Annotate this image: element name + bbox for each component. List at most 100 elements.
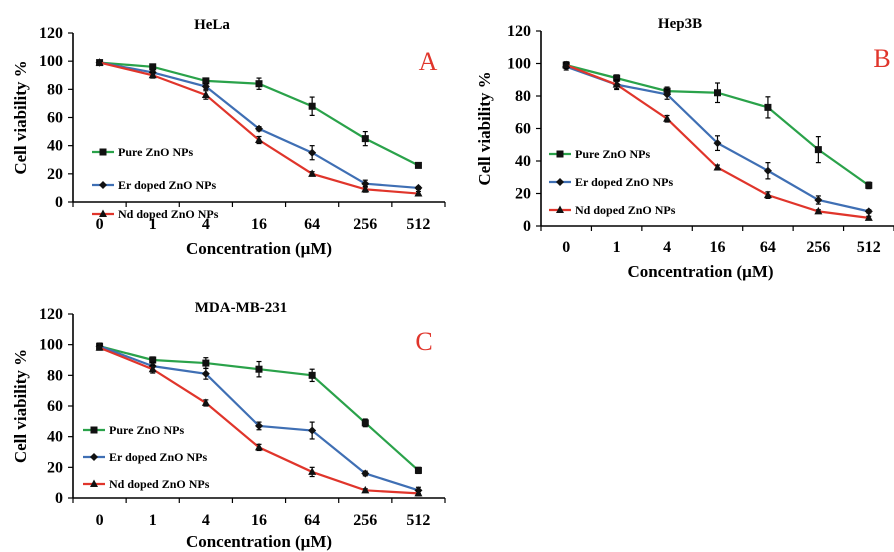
y-tick-label: 40 <box>47 429 63 446</box>
x-tick-label: 1 <box>149 512 157 529</box>
y-tick-label: 20 <box>47 459 63 476</box>
data-point <box>713 163 722 171</box>
data-point <box>255 124 263 133</box>
x-tick-label: 1 <box>613 239 621 256</box>
legend-marker <box>90 453 98 461</box>
data-point <box>361 179 370 188</box>
y-tick-label: 80 <box>515 88 531 105</box>
y-tick-label: 100 <box>507 56 531 73</box>
x-tick-label: 0 <box>96 512 104 529</box>
data-point <box>95 343 104 351</box>
legend-label: Pure ZnO NPs <box>118 145 193 159</box>
data-point <box>255 135 263 144</box>
data-point <box>814 206 823 215</box>
series-nd <box>95 343 423 497</box>
x-axis-title: Concentration (μM) <box>186 239 332 258</box>
y-tick-label: 0 <box>55 490 63 507</box>
y-axis-title: Cell viability % <box>11 349 30 463</box>
data-point <box>613 74 621 82</box>
series-pure <box>562 61 873 190</box>
data-point <box>763 166 772 175</box>
chart-panel-hep3b: 0 20 40 60 80 100 120 0 1 4 16 64 256 512 Concentratio… <box>475 16 894 281</box>
data-point <box>95 58 104 66</box>
x-tick-label: 4 <box>663 239 671 256</box>
legend-label: Pure ZnO NPs <box>109 423 184 437</box>
data-point <box>612 80 621 88</box>
data-point <box>562 60 571 69</box>
y-tick-label: 100 <box>39 53 63 70</box>
chart-title: Hep3B <box>658 16 702 32</box>
data-point <box>149 356 157 364</box>
legend: Pure ZnO NPs Er doped ZnO NPs Nd doped ZnO… <box>549 147 676 217</box>
series-pure <box>96 342 422 475</box>
data-point <box>361 469 370 478</box>
legend-label: Nd doped ZnO NPs <box>109 477 210 491</box>
x-axis-title: Concentration (μM) <box>186 532 332 551</box>
data-point <box>763 190 772 199</box>
data-point <box>414 488 423 497</box>
y-tick-label: 120 <box>39 306 63 323</box>
data-point <box>201 90 210 98</box>
data-point <box>814 146 822 154</box>
data-point <box>149 63 157 71</box>
y-tick-label: 20 <box>515 186 531 203</box>
y-tick-label: 80 <box>47 367 63 384</box>
data-point <box>764 103 772 111</box>
x-axis-title: Concentration (μM) <box>627 262 773 281</box>
x-tick-label: 16 <box>710 239 726 256</box>
data-point <box>201 82 210 91</box>
data-point <box>714 89 721 97</box>
legend-label: Er doped ZnO NPs <box>575 175 673 189</box>
legend-label: Pure ZnO NPs <box>575 147 650 161</box>
data-point <box>361 485 370 494</box>
x-tick-label: 256 <box>353 512 377 529</box>
chart-title: HeLa <box>194 17 230 33</box>
data-point <box>308 148 317 157</box>
legend-marker <box>90 426 98 434</box>
legend-label: Nd doped ZnO NPs <box>118 207 219 221</box>
data-point <box>814 196 823 204</box>
y-tick-label: 60 <box>47 398 63 415</box>
y-tick-label: 20 <box>47 166 63 183</box>
data-point <box>308 467 317 475</box>
data-point <box>865 181 873 189</box>
data-point <box>414 466 422 474</box>
x-tick-label: 64 <box>760 239 776 256</box>
data-point <box>255 421 263 430</box>
x-tick-label: 0 <box>562 239 570 256</box>
x-tick-label: 512 <box>857 239 881 256</box>
series-nd <box>95 58 423 197</box>
data-point <box>414 161 422 169</box>
data-point <box>308 371 316 379</box>
data-point <box>308 169 317 177</box>
x-tick-label: 64 <box>304 512 320 529</box>
data-point <box>255 442 263 451</box>
series-nd <box>562 60 873 221</box>
x-tick-label: 4 <box>202 216 210 233</box>
y-tick-label: 40 <box>515 153 531 170</box>
data-point <box>361 419 369 427</box>
y-tick-label: 60 <box>515 121 531 138</box>
legend-marker <box>90 479 98 487</box>
y-axis-title: Cell viability % <box>475 71 494 185</box>
y-tick-label: 0 <box>55 194 63 211</box>
x-tick-label: 1 <box>149 216 157 233</box>
data-point <box>361 135 369 143</box>
y-tick-label: 60 <box>47 110 63 127</box>
data-point <box>414 189 423 197</box>
x-tick-label: 16 <box>251 216 267 233</box>
chart-title: MDA-MB-231 <box>195 300 287 316</box>
x-tick-label: 256 <box>806 239 830 256</box>
y-tick-label: 120 <box>507 23 531 40</box>
y-tick-label: 100 <box>39 337 63 354</box>
y-tick-label: 80 <box>47 81 63 98</box>
chart-panel-hela: 0 20 40 60 80 100 120 0 1 4 16 64 256 512 Concentratio… <box>11 17 446 258</box>
panel-letter: C <box>415 327 432 356</box>
data-point <box>255 80 263 88</box>
data-point <box>713 139 722 148</box>
data-point <box>414 183 423 192</box>
y-tick-label: 120 <box>39 25 63 42</box>
x-tick-label: 0 <box>96 216 104 233</box>
panel-letter: B <box>873 44 890 73</box>
legend-marker <box>556 205 564 213</box>
